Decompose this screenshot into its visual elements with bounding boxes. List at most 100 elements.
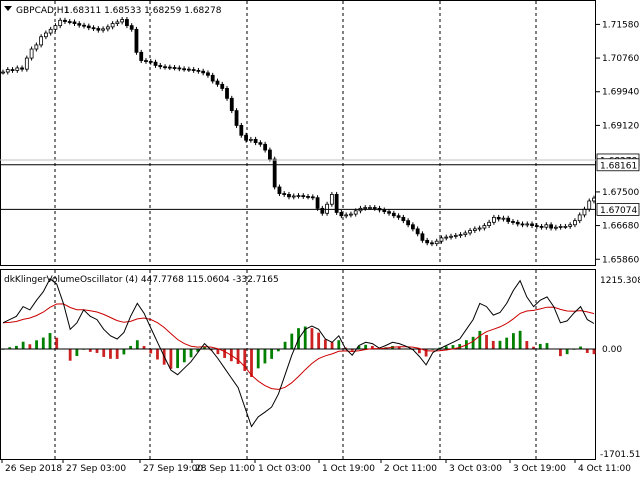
candle: [5, 67, 10, 75]
histogram-bar: [196, 348, 200, 352]
candle: [511, 219, 515, 225]
candle: [310, 194, 315, 201]
histogram-bar: [216, 348, 220, 355]
candle: [167, 64, 172, 70]
candle: [453, 232, 458, 239]
histogram-bar: [538, 343, 542, 349]
histogram-bar: [95, 348, 99, 353]
candle: [177, 65, 182, 72]
candle: [339, 209, 344, 219]
candle: [91, 25, 96, 31]
histogram-bar: [243, 348, 247, 371]
candle: [134, 26, 139, 55]
candle: [544, 222, 549, 230]
candle: [258, 140, 263, 147]
candle: [315, 195, 320, 211]
candle: [39, 34, 44, 48]
candle: [15, 65, 20, 73]
histogram-bar: [337, 340, 341, 349]
triangle-down-icon[interactable]: [4, 6, 12, 11]
candle: [186, 66, 191, 73]
candle: [63, 17, 67, 24]
price-tick-label: 1.69940: [602, 88, 639, 98]
candle: [501, 215, 506, 222]
candle: [444, 234, 449, 241]
price-panel-frame: [0, 0, 596, 266]
histogram-bar: [323, 339, 327, 349]
ohlc-label: 1.68311 1.68533 1.68259 1.68278: [64, 6, 222, 16]
candle: [144, 58, 148, 64]
candle: [434, 238, 439, 247]
price-panel-grid: [54, 1, 537, 265]
histogram-bar: [176, 348, 180, 369]
histogram-bar: [149, 348, 153, 354]
histogram-bar: [357, 345, 361, 349]
price-tick-label: 1.69120: [602, 121, 639, 131]
histogram-bar: [115, 348, 119, 359]
histogram-bar: [8, 347, 12, 349]
time-tick-label: 26 Sep 2018: [5, 464, 62, 474]
candle: [1, 69, 5, 75]
histogram-bar: [35, 340, 38, 349]
price-tick-label: 1.71580: [602, 20, 639, 30]
candle: [482, 223, 487, 231]
candle: [329, 191, 334, 207]
histogram-bar: [263, 348, 267, 364]
candle: [363, 205, 368, 211]
candle: [406, 218, 411, 228]
candles: [1, 17, 596, 247]
histogram-bar: [545, 343, 549, 349]
candle: [306, 193, 310, 200]
histogram-bar: [565, 348, 569, 355]
candle: [425, 237, 430, 246]
histogram-bar: [364, 344, 368, 349]
histogram-bar: [189, 348, 193, 358]
histogram-bar: [579, 346, 582, 349]
price-tag: 1.67074: [596, 203, 640, 216]
time-tick-label: 4 Oct 11:00: [578, 464, 631, 474]
candle: [268, 147, 272, 162]
symbol-label: GBPCAD,H1: [16, 6, 69, 16]
candle: [477, 225, 482, 232]
candle: [234, 108, 239, 128]
histogram-bar: [21, 341, 25, 349]
candle: [525, 221, 530, 228]
indicator-bottom-label: -1701.5100: [600, 450, 640, 460]
histogram-bar: [330, 342, 334, 349]
histogram-bar: [585, 348, 589, 353]
candle: [153, 59, 158, 68]
candle: [372, 205, 377, 211]
price-axis: 1.71580 1.70760 1.69940 1.69120 1.67500 1.666…: [596, 20, 639, 265]
candle: [549, 222, 554, 231]
candle: [53, 23, 58, 32]
candle: [201, 68, 206, 76]
candle: [396, 213, 401, 220]
candle: [334, 191, 339, 215]
histogram-bar: [169, 348, 173, 369]
candle: [115, 19, 120, 27]
histogram-bar: [518, 330, 522, 349]
candle: [210, 72, 215, 84]
candle: [506, 215, 511, 224]
histogram-bar: [55, 337, 59, 349]
price-tick-label: 1.67500: [602, 188, 639, 198]
histogram-bar: [75, 348, 79, 356]
histogram-bar: [270, 348, 274, 359]
candle: [277, 184, 282, 197]
histogram-bar: [485, 334, 488, 349]
histogram-bar: [532, 346, 535, 349]
candle: [248, 136, 253, 143]
candle: [463, 230, 468, 238]
candle: [520, 221, 525, 228]
indicator-title: dkKlingerVolumeOscillator (4) 447.7768 1…: [4, 275, 279, 285]
price-tag: 1.68161: [596, 158, 640, 171]
histogram-bar: [310, 328, 314, 349]
indicator-panel[interactable]: dkKlingerVolumeOscillator (4) 447.7768 1…: [0, 269, 640, 461]
histogram-bar: [109, 348, 112, 359]
time-tick-label: 27 Sep 03:00: [66, 464, 126, 474]
candle: [325, 201, 329, 216]
